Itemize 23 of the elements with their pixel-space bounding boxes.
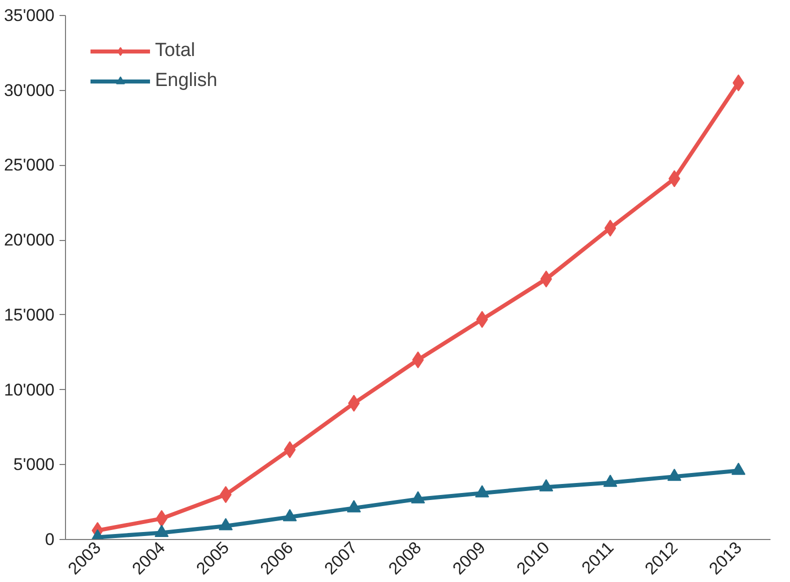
point: [154, 524, 169, 538]
y-tick-label: 0: [45, 530, 55, 549]
point: [539, 479, 554, 492]
point: [540, 270, 552, 288]
y-tick-label: 10'000: [4, 380, 55, 400]
y-tick-label: 35'000: [4, 6, 55, 25]
point: [604, 220, 616, 237]
point: [667, 468, 682, 481]
point: [603, 474, 618, 487]
point: [731, 462, 746, 475]
y-tick-label: 5'000: [13, 455, 55, 474]
y-tick-label: 15'000: [4, 305, 55, 324]
legend-label: English: [155, 70, 218, 92]
legend-label: Total: [155, 40, 196, 62]
y-tick-label: 20'000: [4, 230, 55, 250]
y-tick-label: 30'000: [4, 80, 55, 100]
point: [475, 485, 490, 498]
point: [284, 441, 296, 458]
point: [282, 509, 297, 522]
point: [411, 491, 425, 504]
y-tick-label: 25'000: [4, 156, 55, 175]
point: [218, 518, 233, 530]
point: [346, 500, 361, 512]
